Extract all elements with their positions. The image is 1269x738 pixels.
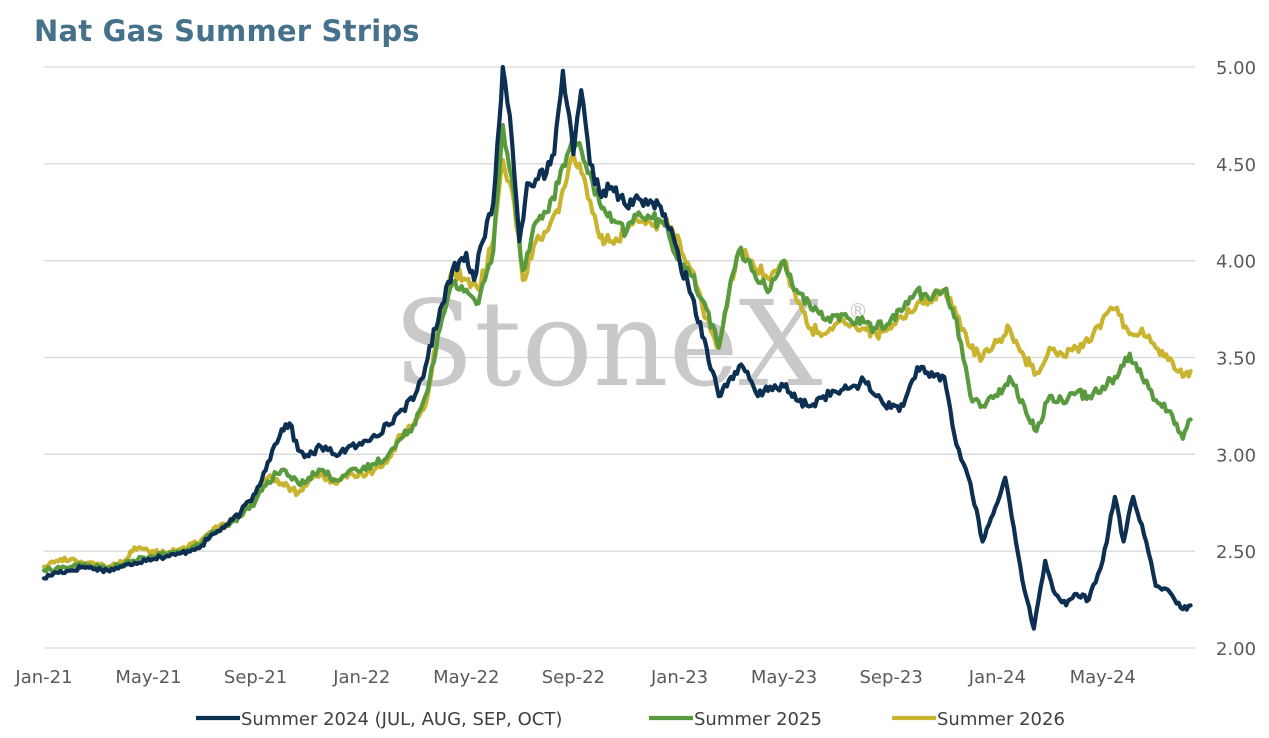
x-tick-label: May-24 [1070, 667, 1136, 688]
series-line-0 [41, 64, 1193, 631]
watermark: StoneX ® [393, 275, 868, 413]
legend: Summer 2024 (JUL, AUG, SEP, OCT) Summer 2… [196, 709, 1065, 730]
x-tick-label: Jan-23 [650, 667, 708, 688]
x-tick-label: May-23 [751, 667, 817, 688]
legend-label: Summer 2024 (JUL, AUG, SEP, OCT) [241, 709, 562, 730]
x-tick-label: Sep-22 [542, 667, 605, 688]
legend-label: Summer 2026 [937, 709, 1065, 730]
x-axis-ticks: Jan-21 May-21 Sep-21 Jan-22 May-22 Sep-22 Jan-… [14, 667, 1135, 688]
x-tick-label: May-22 [433, 667, 499, 688]
grid-lines [44, 66, 1195, 649]
x-tick-label: Jan-21 [14, 667, 72, 688]
y-tick-label: 4.50 [1216, 155, 1256, 176]
x-tick-label: May-21 [115, 667, 181, 688]
chart-title: Nat Gas Summer Strips [34, 14, 420, 48]
y-tick-label: 2.50 [1216, 542, 1256, 563]
legend-label: Summer 2025 [694, 709, 822, 730]
x-tick-label: Sep-23 [859, 667, 922, 688]
watermark-text: StoneX [393, 275, 822, 413]
x-tick-label: Jan-22 [332, 667, 390, 688]
x-tick-label: Jan-24 [968, 667, 1026, 688]
y-tick-label: 4.00 [1216, 252, 1256, 273]
y-tick-label: 5.00 [1216, 58, 1256, 79]
y-tick-label: 2.00 [1216, 639, 1256, 660]
y-axis-ticks: 2.00 2.50 3.00 3.50 4.00 4.50 5.00 [1216, 58, 1256, 660]
y-tick-label: 3.00 [1216, 445, 1256, 466]
y-tick-label: 3.50 [1216, 349, 1256, 370]
series-lines [41, 64, 1193, 631]
x-tick-label: Sep-21 [224, 667, 287, 688]
